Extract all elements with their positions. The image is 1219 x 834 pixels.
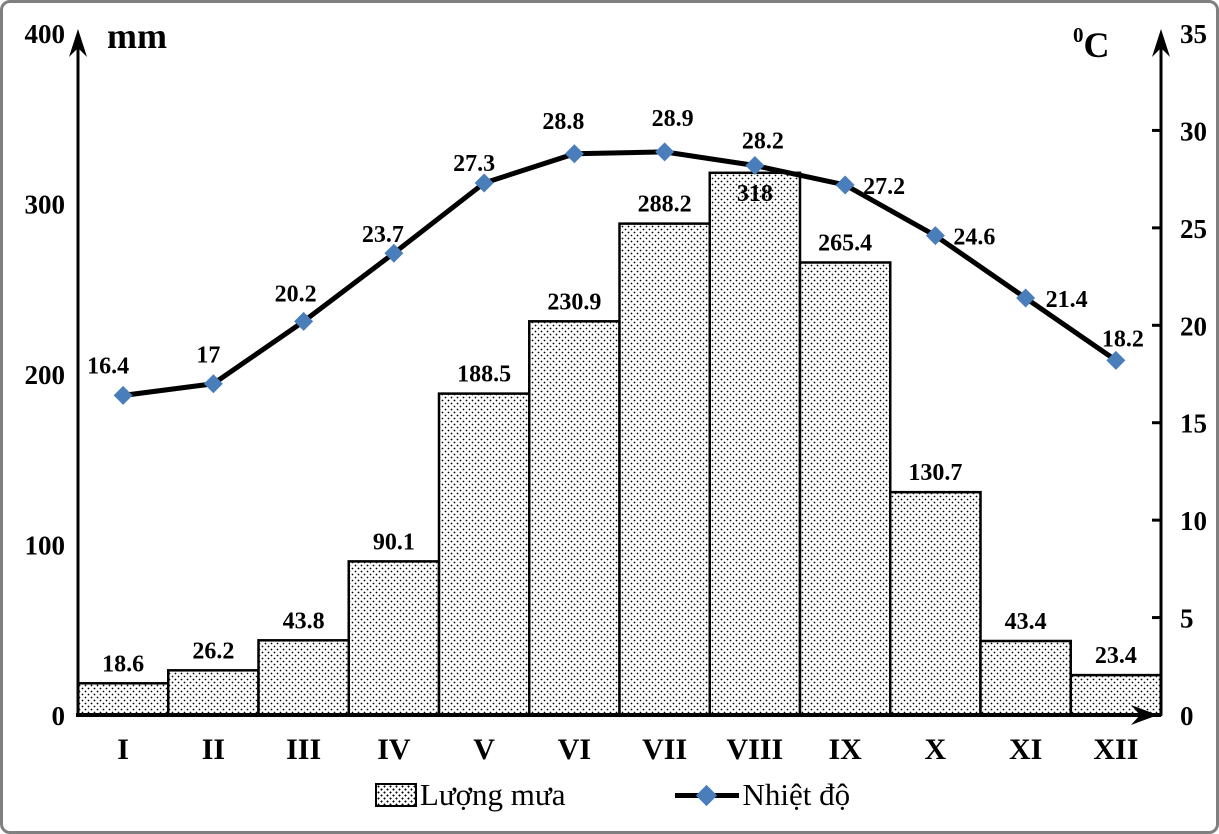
right-axis-tick-label: 15 [1180,409,1207,439]
right-axis-tick-label: 10 [1180,506,1207,536]
right-axis-tick-label: 25 [1180,214,1207,244]
left-axis-arrow-up-icon [69,29,87,57]
temp-marker-icon-V [474,173,494,193]
temperature-diamond-icon [696,784,718,806]
legend-temperature-label: Nhiệt độ [742,777,851,812]
rain-bar-I [76,682,170,717]
left-axis-tick-label: 200 [25,360,66,390]
right-axis-tick-label: 5 [1180,604,1194,634]
temp-marker-icon-III [294,311,314,331]
temp-marker-icon-VIII [745,156,765,176]
month-label-VII: VII [642,733,687,766]
rainfall-swatch-icon [374,782,417,807]
degree-superscript: 0 [1073,23,1084,47]
temp-value-label: 17 [196,343,220,369]
legend-rainfall-label: Lượng mưa [419,777,566,812]
left-axis-unit-label: mm [107,16,167,56]
rain-value-label: 130.7 [908,460,962,486]
month-label-VIII: VIII [727,733,784,766]
month-label-IV: IV [377,733,411,766]
temp-marker-icon-I [113,385,133,405]
rain-value-label: 26.2 [192,638,234,664]
rain-value-label: 23.4 [1095,643,1137,669]
temp-value-label: 28.2 [742,129,784,155]
rain-value-label: 318 [737,181,773,207]
month-label-I: I [117,733,129,766]
temp-marker-icon-VI [564,144,584,164]
temp-value-label: 20.2 [275,281,317,307]
legend-item-temperature: Nhiệt độ [675,779,850,810]
rain-value-label: 43.8 [283,608,325,634]
temp-marker-icon-VII [655,142,675,162]
temp-value-label: 18.2 [1102,326,1144,352]
rain-value-label: 90.1 [373,529,415,555]
rain-bar-VII [618,222,711,717]
temp-value-label: 24.6 [953,225,995,251]
legend-item-rainfall: Lượng mưa [374,777,566,812]
month-label-X: X [925,733,947,766]
right-axis-tick-label: 35 [1180,19,1207,49]
rain-bar-XII [1069,673,1163,717]
right-axis-tick-label: 30 [1180,116,1207,146]
left-axis-tick-label: 300 [25,190,66,220]
rain-bar-X [889,490,982,717]
rain-value-label: 265.4 [818,230,872,256]
celsius-letter: C [1083,25,1110,65]
rain-value-label: 188.5 [457,362,511,388]
temp-value-label: 27.3 [453,151,495,177]
temp-value-label: 28.8 [542,109,584,135]
right-axis-arrow-up-icon [1152,29,1170,57]
temp-value-label: 21.4 [1046,287,1088,313]
rain-bar-V [437,392,531,717]
temp-marker-icon-XII [1106,350,1126,370]
month-label-XI: XI [1009,733,1042,766]
month-label-II: II [202,733,225,766]
left-axis-tick-label: 400 [25,19,66,49]
temp-marker-icon-XI [1016,288,1036,308]
right-axis-tick-label: 20 [1180,311,1207,341]
rain-bar-XI [979,639,1072,717]
left-axis-tick-label: 0 [52,701,66,731]
right-axis-tick-label: 0 [1180,701,1194,731]
temp-value-label: 16.4 [87,353,129,379]
temp-marker-icon-II [203,374,223,394]
month-label-IX: IX [828,733,862,766]
month-label-V: V [473,733,495,766]
temp-marker-icon-IV [384,243,404,263]
temp-marker-icon-X [925,226,945,246]
temperature-line-icon [675,781,740,809]
temp-value-label: 28.9 [652,106,694,132]
rain-bar-IX [798,261,892,717]
x-axis-arrow-right-icon [1131,705,1158,725]
temp-value-label: 27.2 [863,174,905,200]
legend: Lượng mưa Nhiệt độ [3,777,1216,812]
rain-value-label: 230.9 [547,289,601,315]
temperature-line [120,149,1119,398]
temp-marker-icon-IX [835,175,855,195]
temp-value-label: 23.7 [362,222,404,248]
rain-value-label: 18.6 [102,651,144,677]
rain-bar-II [167,669,260,717]
right-axis-unit-label: 0C [1073,23,1110,66]
rain-bar-VIII [708,171,802,717]
left-axis-tick-label: 100 [25,531,66,561]
rain-value-label: 43.4 [1005,609,1047,635]
rain-bar-VI [528,320,621,717]
rain-bar-IV [347,560,441,717]
rain-bar-III [257,639,350,717]
month-label-VI: VI [558,733,591,766]
rain-value-label: 288.2 [638,192,692,218]
month-label-XII: XII [1093,733,1138,766]
month-label-III: III [286,733,321,766]
